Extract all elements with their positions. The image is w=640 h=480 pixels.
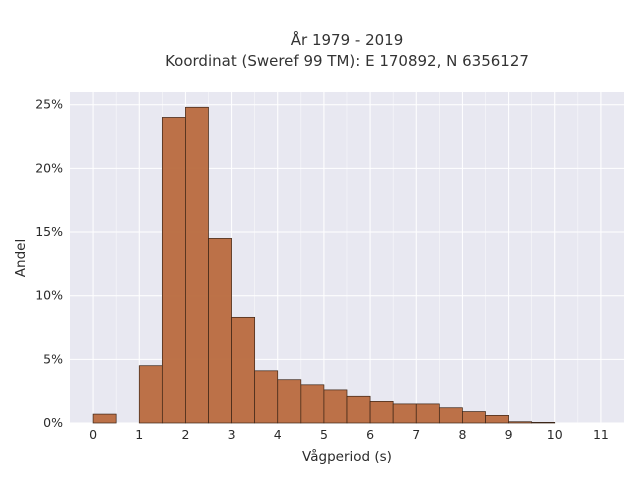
histogram-bar <box>208 238 232 424</box>
histogram-bar <box>508 421 533 424</box>
x-tick-label: 0 <box>89 427 97 442</box>
chart-title-line1: År 1979 - 2019 <box>291 30 404 49</box>
histogram-bar <box>323 389 348 424</box>
y-axis-label: Andel <box>13 239 29 277</box>
x-tick-label: 1 <box>135 427 143 442</box>
bars <box>92 106 556 424</box>
histogram-bar <box>161 117 186 424</box>
histogram-bar <box>185 106 209 424</box>
histogram-bar <box>92 413 117 424</box>
x-tick-label: 5 <box>320 427 328 442</box>
x-tick-label: 7 <box>412 427 420 442</box>
y-tick-label: 25% <box>35 97 63 112</box>
chart-title-line2: Koordinat (Sweref 99 TM): E 170892, N 63… <box>165 52 529 70</box>
x-tick-label: 8 <box>458 427 466 442</box>
x-axis-ticks: 0 1 2 3 4 5 6 7 8 9 10 11 <box>89 427 609 442</box>
x-tick-label: 9 <box>505 427 513 442</box>
x-tick-label: 2 <box>181 427 189 442</box>
x-tick-label: 4 <box>274 427 282 442</box>
histogram-bar <box>531 422 556 424</box>
y-tick-label: 20% <box>35 160 63 175</box>
y-tick-label: 5% <box>43 351 63 366</box>
histogram-bar <box>415 403 440 424</box>
x-tick-label: 10 <box>547 427 563 442</box>
histogram-bar <box>138 365 163 424</box>
histogram-bar <box>300 384 325 424</box>
histogram-bar <box>254 370 279 424</box>
x-axis-label: Vågperiod (s) <box>302 448 392 465</box>
histogram-bar <box>346 395 371 424</box>
y-axis-ticks: 0% 5% 10% 15% 20% 25% <box>35 97 63 430</box>
x-tick-label: 3 <box>228 427 236 442</box>
y-tick-label: 15% <box>35 224 63 239</box>
histogram-bar <box>438 407 463 424</box>
histogram-bar <box>369 401 394 424</box>
y-tick-label: 0% <box>43 415 63 430</box>
x-tick-label: 11 <box>593 427 609 442</box>
histogram-bar <box>392 403 417 424</box>
x-tick-label: 6 <box>366 427 374 442</box>
y-tick-label: 10% <box>35 288 63 303</box>
histogram-bar <box>462 411 486 424</box>
histogram-bar <box>231 316 256 424</box>
histogram-bar <box>277 379 302 424</box>
histogram-bar <box>485 415 509 424</box>
